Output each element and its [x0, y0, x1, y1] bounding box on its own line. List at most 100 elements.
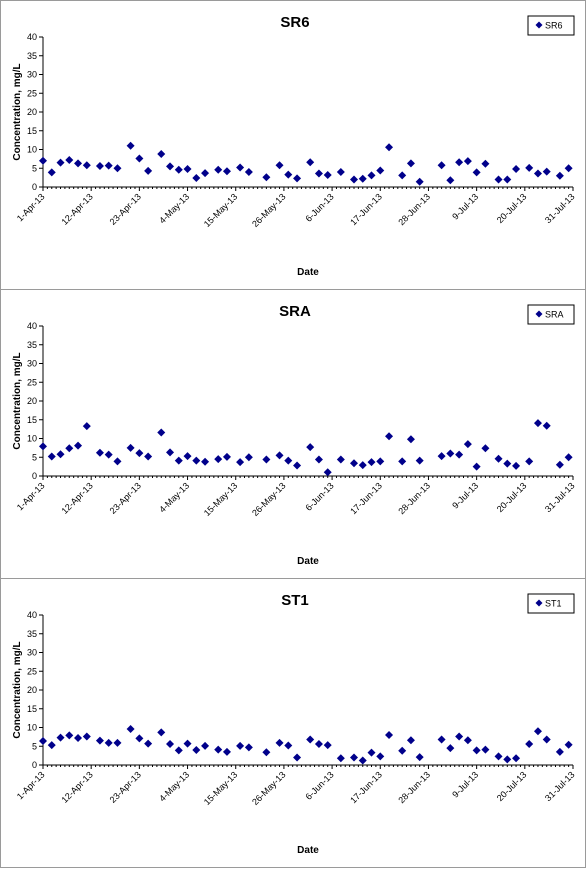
data-point: [367, 458, 376, 467]
data-point: [542, 735, 551, 744]
legend-box: [527, 593, 575, 614]
data-point: [472, 746, 481, 755]
data-point: [56, 733, 65, 742]
data-point: [314, 455, 323, 464]
data-point: [214, 165, 223, 174]
x-tick-label: 17-Jun-13: [348, 770, 384, 806]
x-axis-title: Date: [297, 845, 319, 856]
x-tick-label: 12-Apr-13: [59, 192, 94, 227]
data-point: [533, 169, 542, 178]
data-point: [95, 162, 104, 170]
data-point: [56, 158, 65, 167]
data-point: [293, 174, 302, 183]
y-tick-label: 10: [27, 145, 37, 155]
data-point: [262, 173, 271, 182]
data-point: [56, 450, 65, 459]
data-point: [47, 452, 56, 461]
data-point: [284, 170, 293, 179]
data-point: [74, 441, 83, 450]
data-point: [306, 158, 315, 167]
data-point: [113, 738, 122, 747]
chart-sra: SRA 0 5 10 15 20 25 30 35 40 1-Apr-13 12-Apr-13 23-A…: [12, 303, 577, 567]
y-tick-label: 25: [27, 377, 37, 387]
data-point: [144, 739, 153, 748]
data-point: [406, 159, 415, 168]
chart-title: ST1: [281, 592, 309, 609]
data-point: [135, 734, 144, 743]
y-axis-title: Concentration, mg/L: [12, 352, 23, 449]
data-point: [525, 457, 534, 466]
data-point: [367, 748, 376, 757]
x-tick-label: 17-Jun-13: [348, 192, 384, 228]
data-point: [564, 740, 573, 749]
data-point: [95, 736, 104, 745]
data-point: [406, 736, 415, 745]
data-point: [314, 740, 323, 748]
x-tick-label: 12-Apr-13: [59, 770, 94, 805]
data-point: [214, 745, 223, 754]
data-point: [349, 175, 358, 184]
data-point: [39, 156, 47, 165]
y-tick-label: 20: [27, 396, 37, 406]
data-point: [244, 453, 253, 462]
x-tick-label: 20-Jul-13: [495, 481, 529, 515]
chart-panel-sr6: SR6 0 5 10 15 20 25 30 35 40 1-Apr-13 12-Apr-13 23-A…: [0, 0, 586, 290]
data-point: [455, 158, 464, 167]
y-tick-label: 15: [27, 126, 37, 136]
chart-sr6: SR6 0 5 10 15 20 25 30 35 40 1-Apr-13 12-Apr-13 23-A…: [12, 14, 577, 278]
y-tick-label: 30: [27, 359, 37, 369]
data-point: [306, 443, 315, 452]
data-point: [542, 167, 551, 176]
data-point: [113, 457, 122, 466]
x-tick-label: 31-Jul-13: [543, 192, 577, 226]
y-tick-label: 40: [27, 610, 37, 620]
legend-marker: [535, 599, 543, 607]
legend: ST1: [527, 593, 575, 614]
x-tick-label: 4-May-13: [157, 192, 191, 226]
data-point: [446, 176, 455, 185]
data-point: [82, 732, 91, 741]
data-point: [525, 163, 534, 172]
data-point: [157, 428, 166, 437]
legend: SRA: [527, 304, 575, 325]
x-tick-label: 1-Apr-13: [15, 770, 47, 802]
data-point: [275, 161, 284, 170]
y-axis-title: Concentration, mg/L: [12, 641, 23, 738]
data-point: [201, 457, 210, 466]
legend-label: SRA: [545, 310, 564, 320]
data-point: [555, 171, 564, 180]
data-point: [39, 442, 47, 451]
data-point: [244, 168, 253, 176]
data-point: [74, 159, 83, 168]
data-point: [47, 168, 56, 177]
data-point: [398, 457, 407, 466]
data-point: [104, 738, 113, 747]
data-point: [533, 419, 542, 428]
data-point: [336, 168, 345, 176]
data-point: [314, 169, 323, 178]
chart-panel-sra: SRA 0 5 10 15 20 25 30 35 40 1-Apr-13 12-Apr-13 23-A…: [0, 289, 586, 579]
data-point: [512, 461, 521, 470]
data-point: [512, 754, 521, 763]
data-point: [323, 171, 332, 179]
x-tick-label: 28-Jun-13: [396, 770, 432, 806]
data-point: [47, 741, 56, 750]
data-point: [262, 748, 271, 757]
data-point: [398, 746, 407, 755]
x-tick-label: 4-May-13: [157, 770, 191, 804]
y-tick-label: 15: [27, 415, 37, 425]
data-point: [503, 175, 512, 184]
data-point: [166, 740, 175, 748]
data-point: [74, 734, 83, 742]
data-point: [104, 161, 113, 170]
y-axis-title: Concentration, mg/L: [12, 63, 23, 160]
data-point: [415, 177, 424, 186]
data-point: [82, 161, 91, 170]
data-point: [65, 731, 74, 740]
data-point: [481, 159, 490, 168]
data-point: [455, 450, 464, 459]
x-tick-label: 23-Apr-13: [108, 192, 143, 227]
legend-label: SR6: [545, 21, 563, 31]
x-tick-label: 26-May-13: [250, 770, 287, 807]
x-tick-label: 1-Apr-13: [15, 192, 47, 224]
